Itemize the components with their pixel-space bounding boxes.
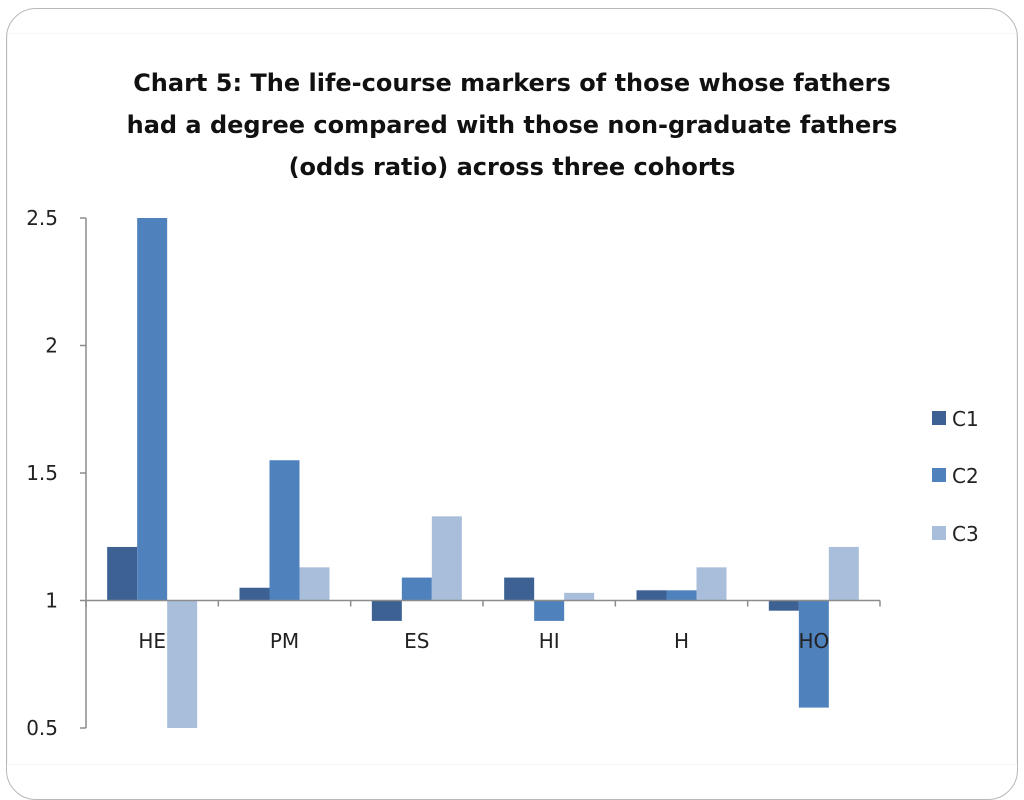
legend-swatch-c3 <box>932 526 946 540</box>
chart-title-line-3: (odds ratio) across three cohorts <box>288 153 736 181</box>
x-tick-label-ho: HO <box>798 629 829 653</box>
bar-c3-pm <box>299 567 330 601</box>
legend: C1 C2 C3 <box>932 407 979 546</box>
legend-label-c2: C2 <box>952 464 979 488</box>
bar-c3-ho <box>828 546 859 601</box>
legend-swatch-c1 <box>932 411 946 425</box>
x-tick-label-hi: HI <box>539 629 560 653</box>
y-tick-labels: 2.5 2 1.5 1 0.5 <box>26 206 58 740</box>
bar-c1-ho <box>768 600 799 611</box>
y-tick-label: 2.5 <box>26 206 58 230</box>
bar-chart: 2.5 2 1.5 1 0.5 HE PM ES HI H HO C1 C2 C3 <box>26 206 979 740</box>
chart-title-line-1: Chart 5: The life-course markers of thos… <box>133 69 891 97</box>
y-tick-label: 0.5 <box>26 716 58 740</box>
x-tick-label-es: ES <box>404 629 429 653</box>
axes-group <box>80 217 881 729</box>
bar-c2-he <box>137 218 168 601</box>
legend-label-c3: C3 <box>952 522 979 546</box>
x-tick-label-h: H <box>674 629 689 653</box>
bars-group <box>107 218 859 728</box>
bar-c2-pm <box>269 460 300 601</box>
bar-c3-he <box>167 600 198 728</box>
x-tick-labels: HE PM ES HI H HO <box>138 629 829 653</box>
legend-swatch-c2 <box>932 468 946 482</box>
bar-c2-hi <box>534 600 565 621</box>
bar-c2-h <box>666 590 697 601</box>
bar-c1-hi <box>504 577 535 601</box>
x-tick-label-he: HE <box>138 629 166 653</box>
bar-c1-he <box>107 546 138 601</box>
y-tick-label: 1.5 <box>26 461 58 485</box>
bar-c2-es <box>401 577 432 601</box>
bar-c1-pm <box>239 587 270 601</box>
bar-c3-es <box>431 516 462 601</box>
x-tick-label-pm: PM <box>270 629 299 653</box>
bar-c3-h <box>696 567 727 601</box>
bar-c2-ho <box>798 600 829 708</box>
bar-c1-es <box>371 600 402 621</box>
chart-title: Chart 5: The life-course markers of thos… <box>0 62 1024 188</box>
bar-c3-hi <box>564 592 595 601</box>
legend-label-c1: C1 <box>952 407 979 431</box>
chart-title-line-2: had a degree compared with those non-gra… <box>126 111 898 139</box>
bar-c1-h <box>636 590 667 601</box>
y-tick-label: 1 <box>45 589 58 613</box>
y-tick-label: 2 <box>45 334 58 358</box>
